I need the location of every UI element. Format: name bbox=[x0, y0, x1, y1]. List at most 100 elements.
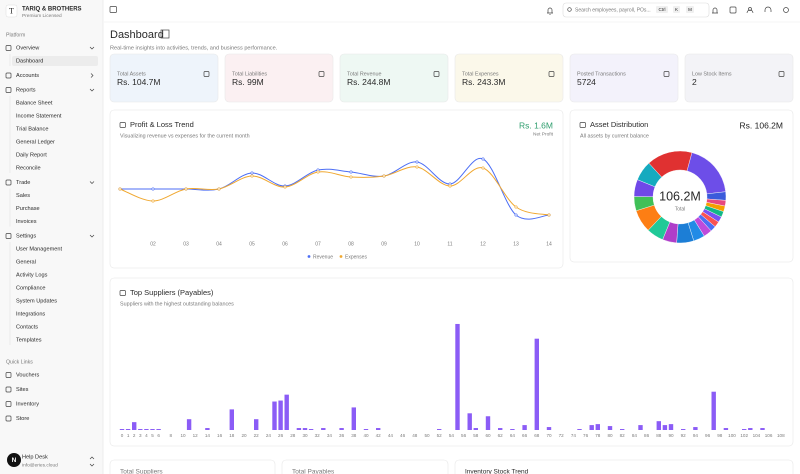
layout-icon[interactable] bbox=[160, 29, 170, 39]
stat-icon bbox=[203, 71, 210, 77]
kbd-label: M bbox=[688, 7, 692, 12]
chart-title: Profit & Loss Trend bbox=[130, 120, 194, 129]
support-icon[interactable] bbox=[764, 6, 772, 12]
bar bbox=[284, 394, 289, 430]
user-name[interactable]: Help Desk bbox=[22, 454, 48, 460]
user-menu-chevron[interactable] bbox=[89, 456, 95, 467]
bar bbox=[534, 338, 539, 430]
stat-icon bbox=[663, 71, 670, 77]
quick-link[interactable]: Vouchers bbox=[16, 372, 40, 378]
chart-subtitle: Suppliers with the highest outstanding b… bbox=[120, 301, 234, 307]
nav-item[interactable]: Reports bbox=[16, 87, 36, 93]
nav-chevron bbox=[89, 234, 95, 238]
alerts-icon[interactable] bbox=[712, 7, 718, 14]
bar bbox=[339, 428, 344, 430]
nav-subitem[interactable]: Balance Sheet bbox=[16, 100, 53, 106]
x-tick-label: 42 bbox=[376, 433, 382, 438]
nav-subitem[interactable]: Income Statement bbox=[16, 113, 62, 119]
x-tick-label: 88 bbox=[656, 433, 662, 438]
donut-center-value: 106.2M bbox=[659, 189, 701, 203]
bar bbox=[205, 428, 210, 430]
search-box[interactable] bbox=[562, 2, 710, 18]
chart-panel bbox=[109, 109, 564, 269]
bar bbox=[254, 419, 259, 430]
logo: T bbox=[9, 6, 14, 15]
stat-value: Rs. 244.8M bbox=[347, 77, 390, 87]
nav-subitem[interactable]: Daily Report bbox=[16, 152, 47, 158]
bar bbox=[668, 424, 674, 430]
nav-subitem[interactable]: Dashboard bbox=[16, 58, 43, 64]
x-tick-label: 20 bbox=[241, 433, 247, 438]
x-tick-label: 6 bbox=[157, 433, 160, 438]
nav-subitem[interactable]: Reconcile bbox=[16, 165, 41, 171]
users-icon[interactable] bbox=[746, 7, 754, 14]
nav-subitem[interactable]: Sales bbox=[16, 193, 30, 199]
nav-item[interactable]: Settings bbox=[16, 233, 36, 239]
bottom-card bbox=[281, 459, 449, 474]
legend-label: Expenses bbox=[345, 254, 367, 260]
nav-subitem[interactable]: Invoices bbox=[16, 219, 37, 225]
bar bbox=[589, 425, 594, 430]
quick-link[interactable]: Inventory bbox=[16, 401, 39, 407]
nav-subitem[interactable]: Purchase bbox=[16, 206, 40, 212]
nav-subitem[interactable]: User Management bbox=[16, 246, 62, 252]
quick-link[interactable]: Store bbox=[16, 416, 29, 422]
nav-icon bbox=[5, 372, 12, 378]
x-tick-label: 86 bbox=[644, 433, 650, 438]
stat-card bbox=[224, 53, 334, 103]
nav-subitem[interactable]: General Ledger bbox=[16, 139, 55, 145]
nav-subitem[interactable]: Activity Logs bbox=[16, 272, 48, 278]
chart-panel bbox=[569, 109, 794, 263]
nav-subitem[interactable]: Integrations bbox=[16, 311, 45, 317]
x-tick-label: 16 bbox=[217, 433, 223, 438]
nav-subitem[interactable]: General bbox=[16, 259, 36, 265]
nav-item[interactable]: Overview bbox=[16, 45, 40, 51]
nav-item[interactable]: Accounts bbox=[16, 73, 39, 79]
x-tick-label: 52 bbox=[437, 433, 443, 438]
nav-icon bbox=[5, 179, 12, 186]
nav-subitem[interactable]: Trial Balance bbox=[16, 126, 48, 132]
kbd bbox=[673, 6, 680, 13]
line-point bbox=[151, 187, 155, 191]
notifications-icon[interactable] bbox=[547, 7, 553, 15]
stat-card bbox=[569, 53, 679, 103]
stat-label: Total Liabilities bbox=[232, 71, 267, 77]
quick-links-heading: Quick Links bbox=[6, 359, 33, 365]
line-point bbox=[481, 157, 485, 161]
nav-subitem[interactable]: Compliance bbox=[16, 285, 46, 291]
chart-title: Top Suppliers (Payables) bbox=[130, 288, 214, 297]
stat-value: 2 bbox=[692, 77, 697, 87]
x-tick-label: 46 bbox=[400, 433, 406, 438]
nav-item[interactable]: Trade bbox=[16, 180, 30, 186]
x-tick-label: 05 bbox=[249, 241, 255, 247]
x-tick-label: 70 bbox=[546, 433, 552, 438]
x-tick-label: 84 bbox=[632, 433, 638, 438]
x-tick-label: 22 bbox=[254, 433, 260, 438]
donut-segment bbox=[648, 150, 693, 178]
x-tick-label: 12 bbox=[193, 433, 199, 438]
x-tick-label: 14 bbox=[546, 241, 552, 247]
stat-label: Total Assets bbox=[117, 71, 146, 77]
x-tick-label: 48 bbox=[412, 433, 418, 438]
bar bbox=[132, 422, 137, 430]
nav-subitem[interactable]: System Updates bbox=[16, 298, 57, 304]
apps-icon[interactable] bbox=[729, 6, 737, 14]
chart-title: Asset Distribution bbox=[590, 120, 648, 129]
x-tick-label: 28 bbox=[290, 433, 296, 438]
bar bbox=[138, 429, 143, 430]
nav-subitem[interactable]: Templates bbox=[16, 337, 42, 343]
stat-label: Total Expenses bbox=[462, 71, 499, 77]
settings-icon[interactable] bbox=[783, 7, 789, 13]
bar bbox=[522, 425, 527, 430]
sidebar-toggle[interactable] bbox=[109, 6, 117, 13]
line-point bbox=[382, 174, 386, 178]
x-tick-label: 56 bbox=[461, 433, 467, 438]
bar bbox=[351, 407, 356, 430]
bar bbox=[711, 391, 716, 430]
bar bbox=[455, 323, 460, 430]
kbd bbox=[686, 6, 694, 13]
quick-link[interactable]: Sites bbox=[16, 387, 29, 393]
page-title: Dashboard bbox=[110, 29, 164, 41]
summary-value: Rs. 1.6M bbox=[519, 120, 553, 130]
nav-subitem[interactable]: Contacts bbox=[16, 324, 38, 330]
